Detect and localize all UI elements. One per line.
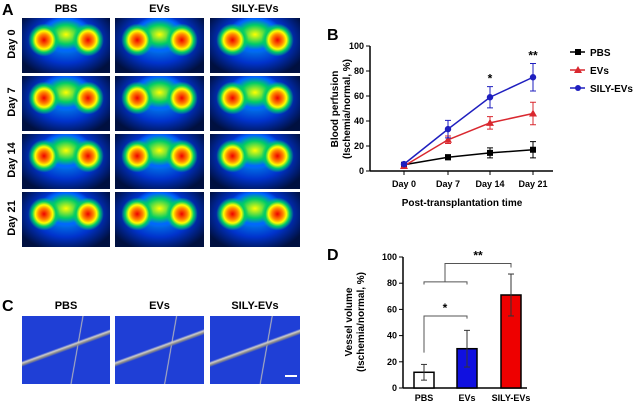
laser-doppler-image	[115, 18, 204, 73]
x-tick-label: SILY-EVs	[492, 393, 531, 403]
y-axis-label: Vessel volume	[344, 287, 355, 356]
legend-label: EVs	[590, 66, 609, 77]
y-tick-label: 0	[392, 383, 397, 393]
x-tick-label: Day 7	[436, 179, 460, 189]
data-point	[486, 118, 494, 126]
heatmap-image	[22, 18, 110, 73]
laser-doppler-image	[210, 18, 300, 73]
laser-doppler-image	[210, 134, 300, 189]
laser-doppler-image	[22, 18, 110, 73]
data-point	[445, 154, 451, 161]
data-point	[529, 109, 537, 117]
significance-bracket	[423, 281, 468, 285]
series-line-PBS	[403, 149, 534, 166]
data-point	[444, 125, 452, 133]
vessel-3d-image	[115, 316, 204, 384]
heatmap-image	[115, 192, 204, 247]
heatmap-image	[115, 18, 204, 73]
vessel-image	[22, 316, 110, 384]
y-tick-label: 20	[387, 357, 397, 367]
panel-label-d: D	[327, 247, 339, 264]
heatmap-image	[210, 18, 300, 73]
vessel-image	[210, 316, 300, 384]
laser-doppler-image	[210, 76, 300, 131]
laser-doppler-image	[22, 76, 110, 131]
significance-bracket	[444, 263, 512, 282]
column-header-c: PBS	[54, 300, 78, 312]
laser-doppler-image	[115, 192, 204, 247]
y-tick-label: 40	[387, 331, 397, 341]
data-point	[529, 74, 537, 81]
x-tick-label: PBS	[415, 393, 434, 403]
vessel-3d-image	[22, 316, 110, 384]
y-axis-label: (Ischemia/normal, %)	[356, 272, 367, 372]
heatmap-image	[22, 134, 110, 189]
legend-marker	[574, 66, 582, 73]
data-point	[486, 94, 494, 101]
x-tick-label: EVs	[458, 393, 475, 403]
significance-mark: **	[528, 49, 538, 63]
x-tick-label: Day 0	[392, 179, 416, 189]
column-header-c: SILY-EVs	[231, 300, 279, 312]
data-point	[444, 135, 452, 143]
legend-marker	[575, 49, 581, 55]
laser-doppler-image	[22, 192, 110, 247]
y-tick-label: 80	[354, 66, 364, 76]
column-header-c: EVs	[149, 300, 170, 312]
laser-doppler-image	[22, 134, 110, 189]
y-axis-label: Blood perfusion	[330, 71, 341, 148]
heatmap-image	[115, 76, 204, 131]
y-tick-label: 40	[354, 116, 364, 126]
x-tick-label: Day 21	[518, 179, 547, 189]
significance-mark: *	[443, 301, 448, 315]
heatmap-image	[210, 76, 300, 131]
column-header-a: PBS	[54, 3, 78, 15]
panel-label-c: C	[2, 298, 14, 315]
y-tick-label: 100	[382, 252, 397, 262]
y-tick-label: 60	[387, 304, 397, 314]
panel-label-b: B	[327, 27, 339, 44]
panel-label-a: A	[2, 2, 14, 19]
y-tick-label: 0	[359, 166, 364, 176]
y-axis-label: (Ischemia/normal, %)	[342, 59, 353, 159]
legend-label: SILY-EVs	[590, 84, 633, 95]
significance-bracket	[423, 315, 468, 353]
data-point	[400, 160, 408, 168]
laser-doppler-image	[115, 76, 204, 131]
y-tick-label: 100	[349, 41, 364, 51]
vessel-3d-image	[210, 316, 300, 384]
heatmap-image	[22, 76, 110, 131]
significance-mark: *	[488, 72, 493, 86]
x-axis-label: Post-transplantation time	[402, 198, 523, 209]
x-tick-label: Day 14	[475, 179, 504, 189]
y-tick-label: 20	[354, 141, 364, 151]
heatmap-image	[210, 134, 300, 189]
data-point	[530, 146, 536, 153]
y-tick-label: 80	[387, 278, 397, 288]
vessel-image	[115, 316, 204, 384]
y-tick-label: 60	[354, 91, 364, 101]
laser-doppler-image	[115, 134, 204, 189]
series-line-EVs	[403, 112, 534, 167]
legend-label: PBS	[590, 48, 611, 59]
column-header-a: EVs	[149, 3, 170, 15]
heatmap-image	[115, 134, 204, 189]
series-line-SILY-EVs	[403, 76, 534, 165]
laser-doppler-image	[210, 192, 300, 247]
significance-mark: **	[473, 249, 483, 263]
heatmap-image	[210, 192, 300, 247]
heatmap-image	[22, 192, 110, 247]
column-header-a: SILY-EVs	[231, 3, 279, 15]
data-point	[487, 149, 493, 156]
legend-marker	[575, 85, 581, 91]
